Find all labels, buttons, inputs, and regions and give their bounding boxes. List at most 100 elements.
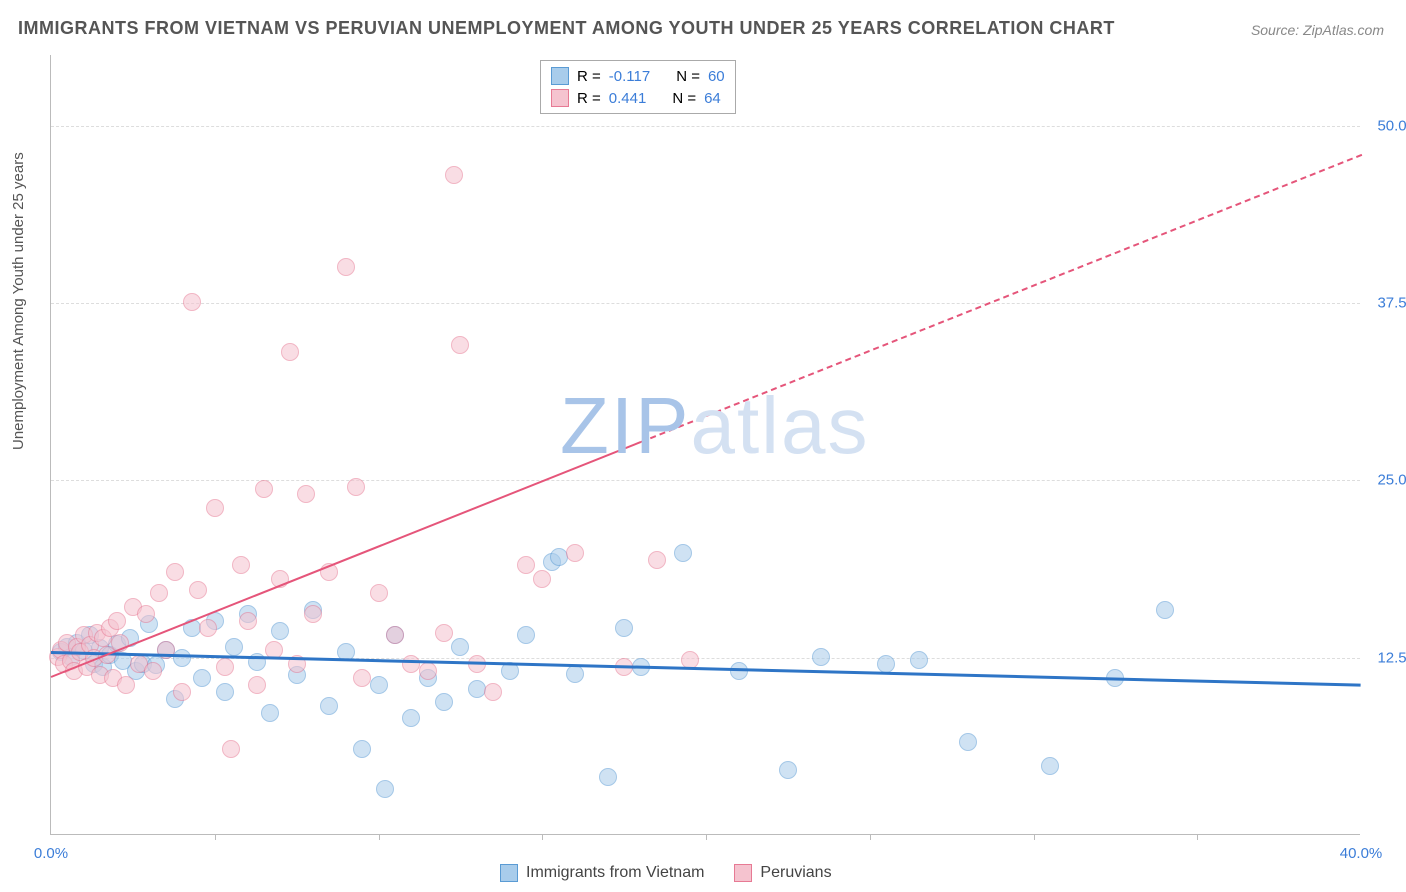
plot-area: 12.5%25.0%37.5%50.0%0.0%40.0%	[50, 55, 1360, 835]
scatter-point	[484, 683, 502, 701]
scatter-point	[166, 563, 184, 581]
y-axis-label: Unemployment Among Youth under 25 years	[10, 152, 27, 450]
r-value: -0.117	[609, 68, 650, 85]
scatter-point	[445, 166, 463, 184]
legend-item: Immigrants from Vietnam	[500, 864, 704, 882]
scatter-point	[261, 704, 279, 722]
legend-swatch	[500, 864, 518, 882]
scatter-point	[216, 683, 234, 701]
scatter-point	[376, 780, 394, 798]
scatter-point	[435, 693, 453, 711]
legend-stat-row: R =-0.117N =60	[551, 65, 725, 87]
scatter-point	[468, 680, 486, 698]
scatter-point	[248, 676, 266, 694]
scatter-point	[402, 655, 420, 673]
source-link[interactable]: ZipAtlas.com	[1303, 22, 1384, 38]
scatter-point	[419, 662, 437, 680]
scatter-point	[225, 638, 243, 656]
scatter-point	[206, 499, 224, 517]
x-tick-mark	[1034, 834, 1035, 840]
x-tick-mark	[706, 834, 707, 840]
x-tick-label: 0.0%	[34, 845, 68, 862]
scatter-point	[353, 740, 371, 758]
x-tick-mark	[542, 834, 543, 840]
scatter-point	[402, 709, 420, 727]
grid-line	[51, 126, 1360, 127]
scatter-point	[566, 544, 584, 562]
scatter-point	[173, 649, 191, 667]
r-value: 0.441	[609, 90, 647, 107]
grid-line	[51, 480, 1360, 481]
scatter-point	[353, 669, 371, 687]
n-label: N =	[672, 90, 696, 107]
scatter-point	[812, 648, 830, 666]
x-tick-mark	[379, 834, 380, 840]
chart-container: IMMIGRANTS FROM VIETNAM VS PERUVIAN UNEM…	[0, 0, 1406, 892]
scatter-point	[451, 638, 469, 656]
scatter-point	[320, 697, 338, 715]
legend-item: Peruvians	[734, 864, 831, 882]
scatter-point	[271, 622, 289, 640]
r-label: R =	[577, 90, 601, 107]
correlation-legend: R = -0.117 N = 60 R = 0.441 N = 64	[540, 60, 736, 114]
chart-title: IMMIGRANTS FROM VIETNAM VS PERUVIAN UNEM…	[18, 18, 1115, 39]
scatter-point	[779, 761, 797, 779]
n-label: N =	[676, 68, 700, 85]
scatter-point	[615, 619, 633, 637]
scatter-point	[517, 626, 535, 644]
scatter-point	[533, 570, 551, 588]
scatter-point	[1156, 601, 1174, 619]
n-value: 60	[708, 68, 725, 85]
scatter-point	[150, 584, 168, 602]
scatter-point	[599, 768, 617, 786]
legend-label: Peruvians	[760, 864, 831, 882]
scatter-point	[199, 619, 217, 637]
scatter-point	[108, 612, 126, 630]
y-tick-label: 37.5%	[1377, 295, 1406, 312]
scatter-point	[337, 258, 355, 276]
scatter-point	[435, 624, 453, 642]
n-value: 64	[704, 90, 721, 107]
scatter-point	[189, 581, 207, 599]
scatter-point	[239, 612, 257, 630]
scatter-point	[877, 655, 895, 673]
scatter-point	[517, 556, 535, 574]
trend-line	[51, 651, 1361, 687]
scatter-point	[451, 336, 469, 354]
y-tick-label: 25.0%	[1377, 472, 1406, 489]
x-tick-mark	[870, 834, 871, 840]
scatter-point	[1041, 757, 1059, 775]
source-prefix: Source:	[1251, 22, 1303, 38]
scatter-point	[910, 651, 928, 669]
legend-swatch	[551, 89, 569, 107]
scatter-point	[216, 658, 234, 676]
legend-swatch	[551, 67, 569, 85]
x-tick-mark	[215, 834, 216, 840]
scatter-point	[386, 626, 404, 644]
legend-swatch	[734, 864, 752, 882]
scatter-point	[566, 665, 584, 683]
scatter-point	[297, 485, 315, 503]
series-legend: Immigrants from Vietnam Peruvians	[500, 864, 832, 882]
scatter-point	[370, 676, 388, 694]
legend-stat-row: R = 0.441 N = 64	[551, 87, 725, 109]
scatter-point	[232, 556, 250, 574]
scatter-point	[117, 676, 135, 694]
scatter-point	[222, 740, 240, 758]
scatter-point	[281, 343, 299, 361]
scatter-point	[959, 733, 977, 751]
scatter-point	[137, 605, 155, 623]
grid-line	[51, 303, 1360, 304]
source-attribution: Source: ZipAtlas.com	[1251, 22, 1384, 38]
scatter-point	[304, 605, 322, 623]
scatter-point	[144, 662, 162, 680]
scatter-point	[347, 478, 365, 496]
x-tick-label: 40.0%	[1340, 845, 1383, 862]
x-tick-mark	[1197, 834, 1198, 840]
scatter-point	[674, 544, 692, 562]
scatter-point	[193, 669, 211, 687]
trend-line	[640, 154, 1361, 443]
scatter-point	[173, 683, 191, 701]
y-tick-label: 50.0%	[1377, 117, 1406, 134]
legend-label: Immigrants from Vietnam	[526, 864, 704, 882]
